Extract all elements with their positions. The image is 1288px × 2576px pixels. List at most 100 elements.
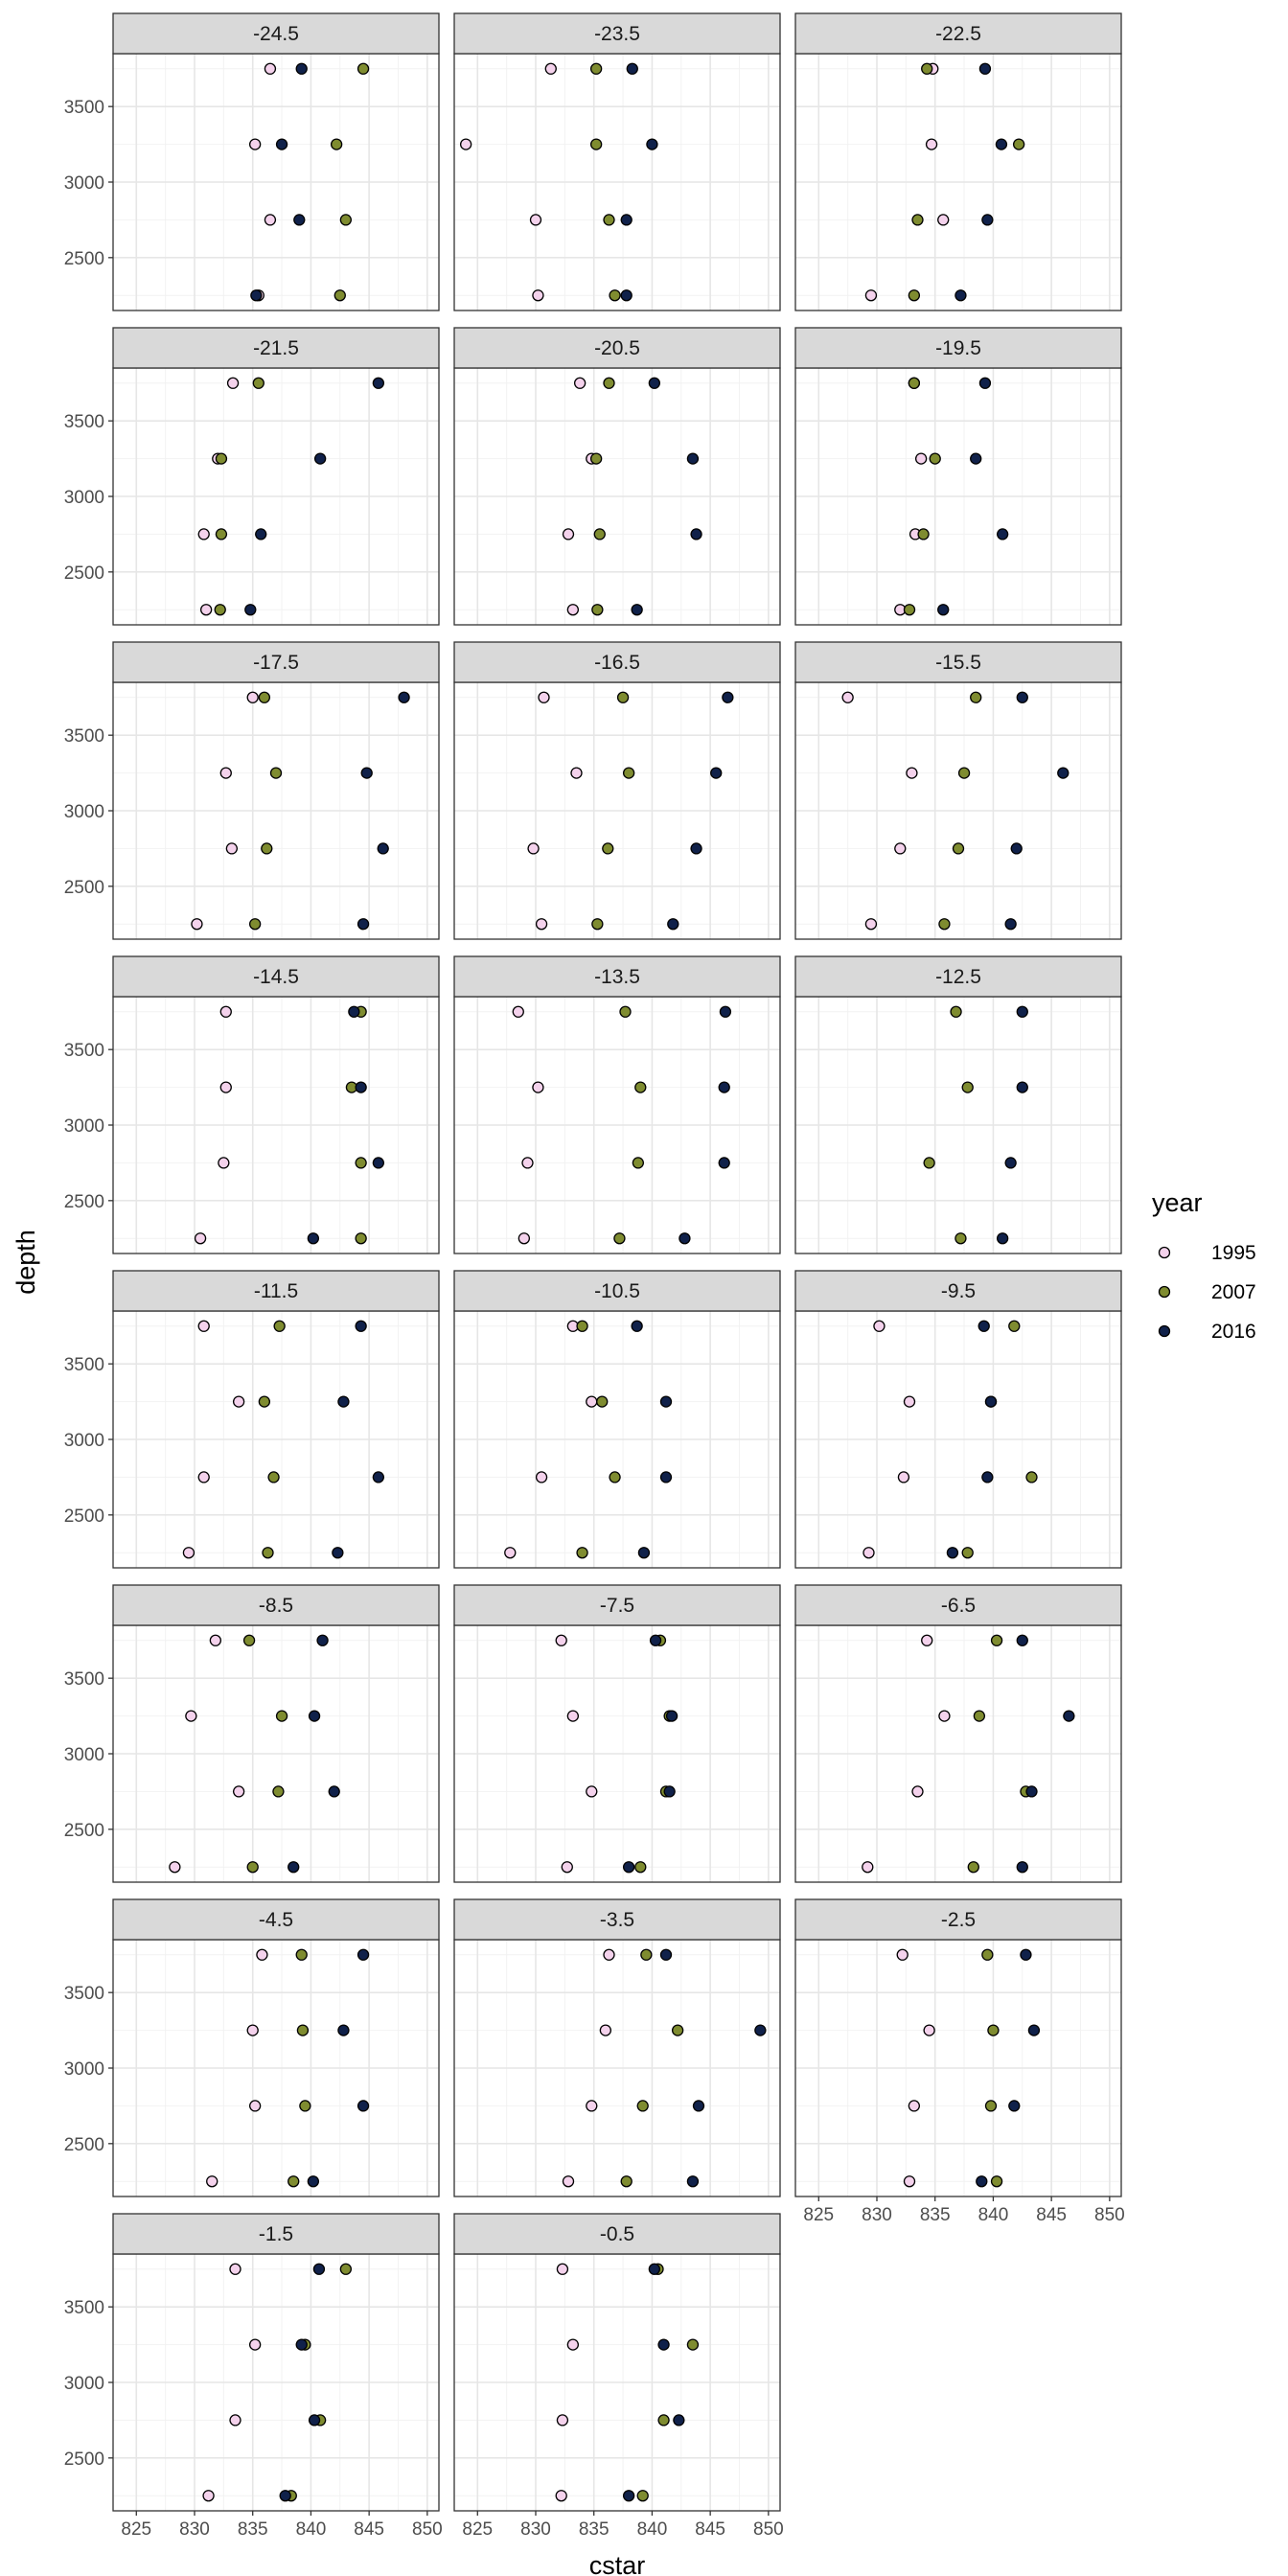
point-1995 [570, 767, 583, 779]
point-1995 [555, 2490, 567, 2502]
point-2007 [616, 691, 630, 703]
point-2007 [903, 604, 916, 616]
point-2016 [1057, 767, 1070, 779]
strip-background [112, 327, 440, 369]
point-1995 [219, 1081, 232, 1093]
strip-background [794, 955, 1122, 998]
legend-label: 1995 [1211, 1242, 1256, 1264]
y-tick-label: 3000 [64, 1431, 104, 1451]
point-2016 [316, 1634, 329, 1646]
point-2007 [990, 1634, 1003, 1646]
point-1995 [206, 2175, 218, 2188]
strip-label: -15.5 [935, 652, 981, 674]
facet-panel: -9.5 [794, 1270, 1122, 1569]
legend-key-2007 [1158, 1285, 1171, 1299]
facet-panel: -23.5 [453, 12, 781, 311]
point-2007 [1012, 138, 1025, 150]
point-1995 [911, 1785, 924, 1798]
point-2016 [678, 1232, 691, 1245]
point-2007 [961, 1547, 974, 1559]
point-2016 [244, 604, 257, 616]
point-2007 [215, 528, 228, 540]
x-tick-label: 825 [121, 2519, 151, 2540]
facet-panel: -7.5 [453, 1584, 781, 1883]
strip-label: -17.5 [253, 652, 299, 674]
x-axis-title: cstar [589, 2551, 646, 2576]
point-2007 [355, 1232, 367, 1245]
point-2016 [1016, 1005, 1028, 1018]
y-tick-label: 2500 [64, 564, 104, 584]
point-2016 [308, 2414, 321, 2426]
facet-panel: -14.5 2500 3000 3500 [64, 955, 440, 1254]
point-2016 [398, 691, 410, 703]
point-2016 [279, 2490, 291, 2502]
y-tick-label: 3500 [64, 412, 104, 432]
point-2007 [288, 2175, 300, 2188]
point-1995 [896, 1948, 908, 1961]
facet-panel: -1.5 2500 3000 3500 825 830 835 840 845 850 [64, 2213, 443, 2540]
point-1995 [864, 918, 878, 931]
facet-panel: -19.5 [794, 327, 1122, 626]
point-2007 [961, 1081, 974, 1093]
x-tick-label: 840 [296, 2519, 327, 2540]
point-1995 [894, 842, 907, 855]
point-2016 [690, 528, 702, 540]
y-tick-label: 2500 [64, 1506, 104, 1527]
point-1995 [937, 214, 950, 226]
y-axis-title: depth [12, 1230, 40, 1295]
point-2007 [938, 918, 951, 931]
point-2007 [984, 2100, 998, 2112]
point-1995 [218, 1157, 230, 1169]
point-2016 [937, 604, 950, 616]
point-2007 [273, 1320, 286, 1332]
point-2016 [970, 452, 982, 465]
point-2007 [1025, 1471, 1038, 1484]
point-1995 [921, 1634, 933, 1646]
strip-label: -8.5 [259, 1595, 293, 1617]
point-2016 [1008, 2100, 1021, 2112]
point-2007 [339, 214, 353, 226]
point-1995 [908, 2100, 921, 2112]
strip-background [794, 327, 1122, 369]
point-1995 [518, 1232, 531, 1245]
strip-label: -10.5 [594, 1280, 640, 1302]
point-2016 [288, 1861, 300, 1874]
point-2007 [258, 1395, 271, 1408]
panels-layer: -24.5 2500 3000 3500 -23.5 -22.5 -21.5 2500 3000… [64, 12, 1125, 2540]
point-2007 [657, 2414, 670, 2426]
facet-panel: -17.5 2500 3000 3500 [64, 641, 440, 940]
point-1995 [555, 1634, 567, 1646]
strip-label: -3.5 [600, 1909, 634, 1931]
point-2016 [1016, 1081, 1028, 1093]
point-2016 [659, 1395, 673, 1408]
point-2016 [377, 842, 389, 855]
point-2007 [908, 377, 921, 389]
point-1995 [925, 138, 938, 150]
point-2016 [332, 1547, 344, 1559]
point-2016 [355, 1320, 367, 1332]
y-tick-label: 3500 [64, 1669, 104, 1690]
point-1995 [527, 842, 540, 855]
facet-panel: -20.5 [453, 327, 781, 626]
x-tick-label: 850 [753, 2519, 784, 2540]
point-2016 [1004, 1157, 1017, 1169]
y-tick-label: 3500 [64, 726, 104, 747]
point-1995 [914, 452, 928, 465]
point-1995 [219, 767, 232, 779]
point-2007 [634, 1081, 647, 1093]
point-2007 [269, 767, 283, 779]
point-1995 [586, 1785, 598, 1798]
y-tick-label: 2500 [64, 1821, 104, 1841]
point-2007 [603, 377, 615, 389]
point-2007 [957, 767, 971, 779]
strip-label: -6.5 [941, 1595, 976, 1617]
point-1995 [264, 62, 277, 75]
point-1995 [535, 918, 548, 931]
facet-panel: -11.5 2500 3000 3500 [64, 1270, 440, 1569]
point-2016 [295, 2338, 308, 2351]
point-2007 [576, 1547, 588, 1559]
point-2016 [996, 528, 1009, 540]
strip-background [112, 2213, 440, 2255]
point-1995 [538, 691, 550, 703]
